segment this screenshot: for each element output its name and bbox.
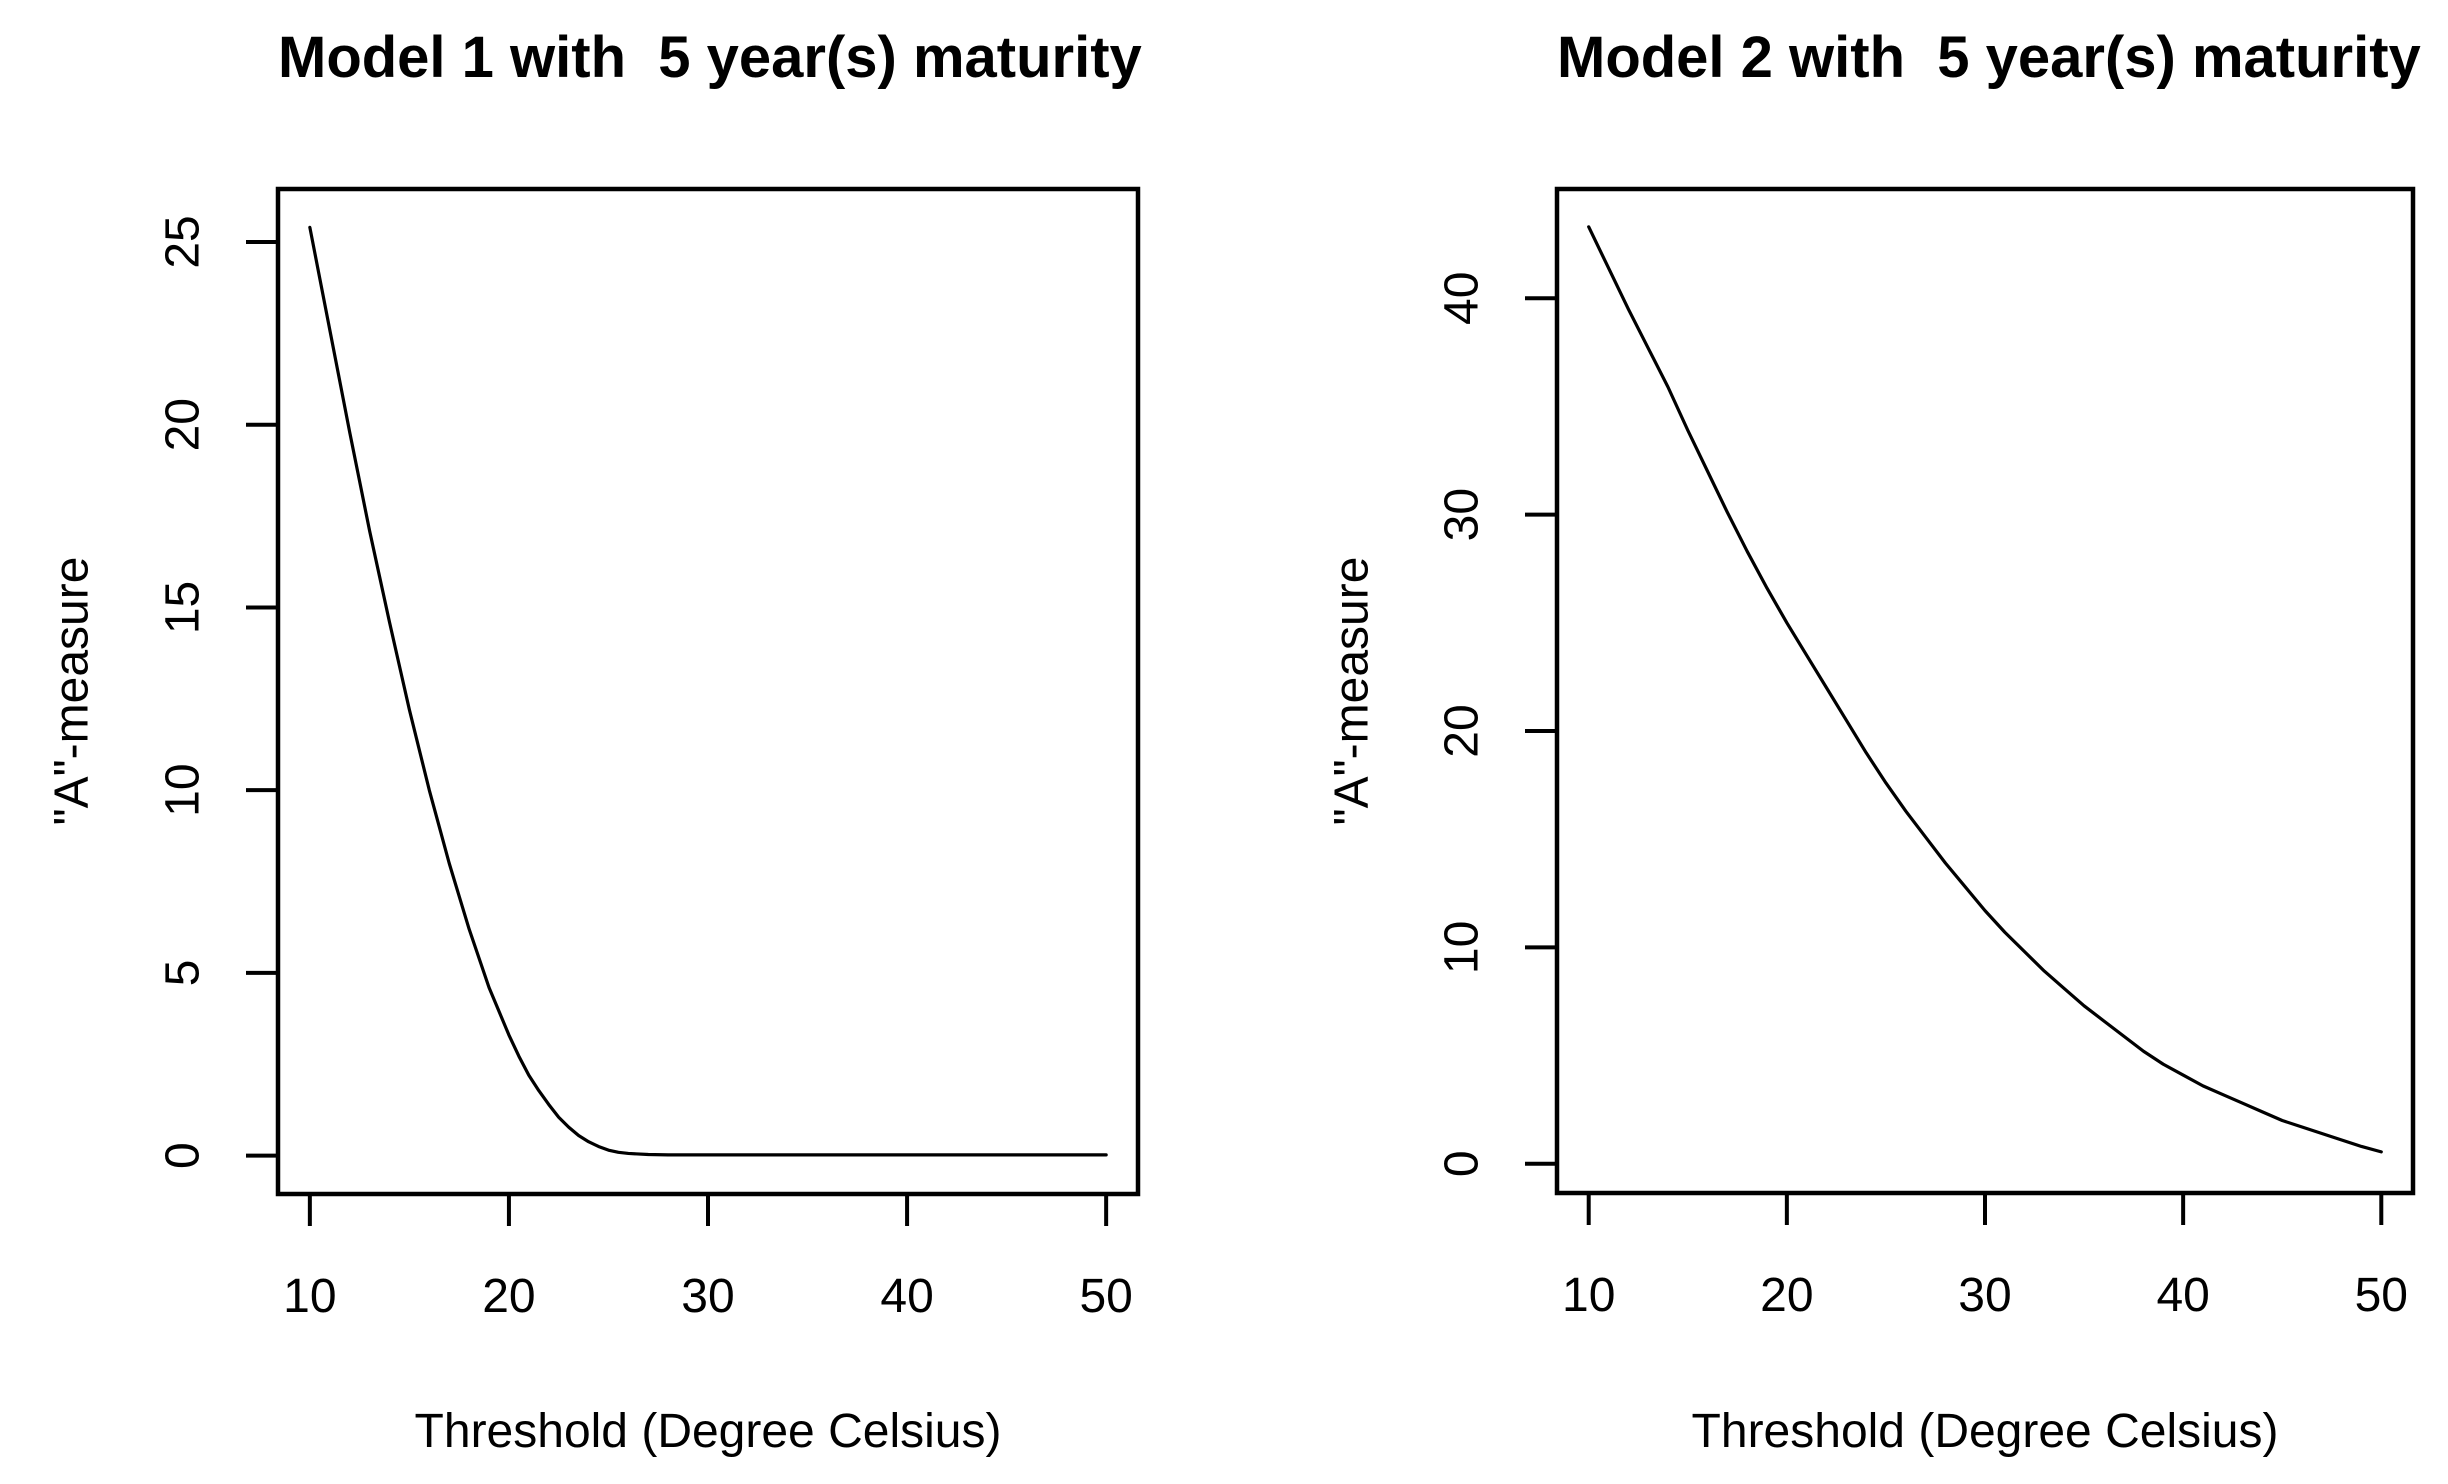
x-tick-label: 40 [880, 1270, 933, 1323]
y-tick-label: 40 [1436, 272, 1489, 325]
y-tick-label: 25 [157, 215, 210, 268]
y-axis-title-model-2: "A"-measure [1325, 556, 1379, 826]
x-tick-label: 20 [482, 1270, 535, 1323]
x-tick-label: 10 [1562, 1269, 1615, 1322]
x-tick-label: 40 [2156, 1269, 2209, 1322]
chart-title-model-1: Model 1 with 5 year(s) maturity [278, 25, 1142, 90]
series-line [308, 225, 1108, 1157]
y-tick-label: 15 [157, 581, 210, 634]
y-axis-title-model-1: "A"-measure [45, 556, 99, 826]
series-line [1587, 225, 2383, 1154]
y-tick-label: 0 [157, 1142, 210, 1169]
y-tick-label: 5 [157, 960, 210, 987]
y-tick-label: 10 [1436, 921, 1489, 974]
y-tick-label: 20 [1436, 704, 1489, 757]
x-tick-label: 50 [1079, 1270, 1132, 1323]
plot-box [1554, 186, 2416, 1196]
x-tick-label: 20 [1760, 1269, 1813, 1322]
y-tick-label: 20 [157, 398, 210, 451]
x-tick-label: 50 [2355, 1269, 2408, 1322]
x-tick-label: 30 [681, 1270, 734, 1323]
y-tick-label: 10 [157, 763, 210, 816]
plot-box [275, 186, 1141, 1197]
x-tick-label: 30 [1958, 1269, 2011, 1322]
x-axis-title-model-1: Threshold (Degree Celsius) [414, 1405, 1002, 1458]
y-tick-label: 0 [1436, 1150, 1489, 1177]
y-tick-label: 30 [1436, 488, 1489, 541]
x-axis-title-model-2: Threshold (Degree Celsius) [1691, 1405, 2279, 1458]
x-tick-label: 10 [283, 1270, 336, 1323]
chart-title-model-2: Model 2 with 5 year(s) maturity [1557, 25, 2421, 90]
